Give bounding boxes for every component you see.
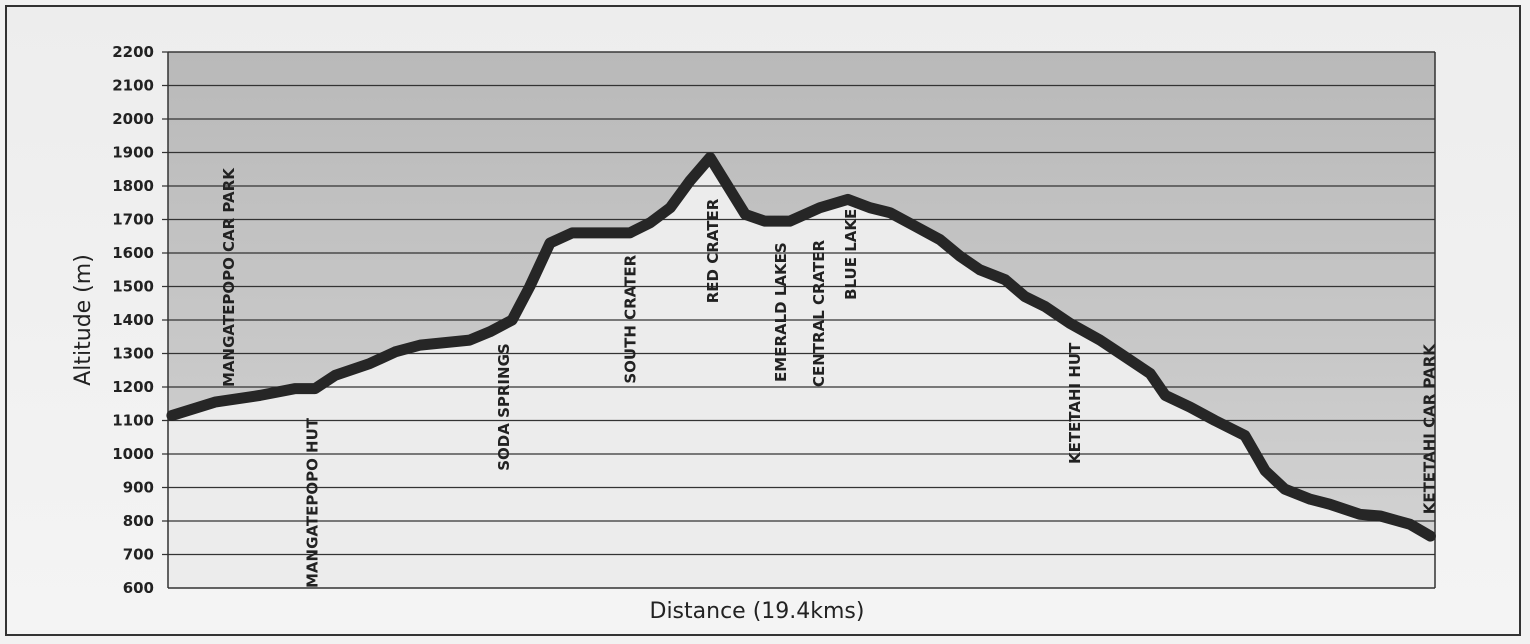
waypoint-label: SODA SPRINGS [495,343,513,470]
waypoint-label: RED CRATER [704,198,722,303]
y-tick-label: 1900 [112,144,154,162]
waypoint-label: KETETAHI CAR PARK [1420,343,1438,515]
area-below-profile [168,157,1435,588]
y-axis-title: Altitude (m) [71,254,96,386]
waypoint-label: EMERALD LAKES [772,242,790,382]
waypoint-label: BLUE LAKE [842,209,860,300]
waypoint-label: KETETAHI HUT [1066,342,1084,464]
y-tick-label: 700 [123,546,154,564]
y-tick-label: 1200 [112,378,154,396]
y-tick-label: 900 [123,479,154,497]
waypoint-label: CENTRAL CRATER [810,240,828,387]
y-tick-label: 1100 [112,412,154,430]
y-tick-label: 1300 [112,345,154,363]
y-tick-label: 1400 [112,311,154,329]
waypoint-label: MANGATEPOPO HUT [304,417,322,588]
y-tick-label: 1600 [112,244,154,262]
waypoint-label: MANGATEPOPO CAR PARK [220,167,238,387]
y-tick-label: 1700 [112,211,154,229]
y-tick-label: 800 [123,512,154,530]
y-tick-label: 1800 [112,177,154,195]
elevation-line [166,152,1436,542]
y-tick-label: 2200 [112,43,154,61]
waypoint-label: SOUTH CRATER [622,254,640,383]
y-tick-label: 1500 [112,278,154,296]
y-tick-label: 1000 [112,445,154,463]
x-axis-title: Distance (19.4kms) [650,599,865,624]
y-tick-label: 2100 [112,77,154,95]
y-tick-label: 2000 [112,110,154,128]
y-tick-label: 600 [123,579,154,597]
